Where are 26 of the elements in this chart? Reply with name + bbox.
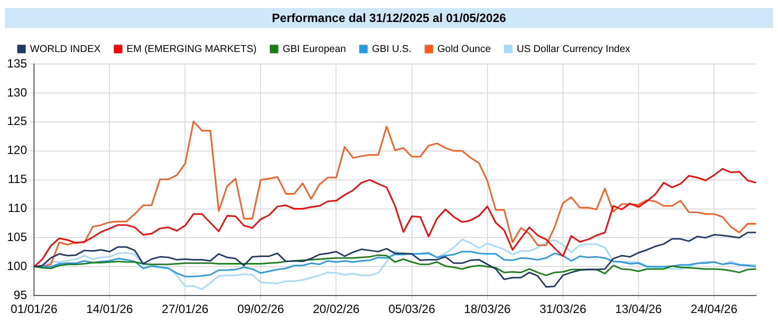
legend-label: GBI U.S. — [372, 44, 412, 55]
y-tick-label: 110 — [8, 201, 28, 216]
x-tick-label: 31/03/26 — [540, 302, 587, 316]
y-tick-label: 100 — [6, 258, 28, 273]
x-tick-label: 24/04/26 — [690, 302, 738, 316]
y-tick-label: 135 — [6, 56, 28, 70]
x-tick-label: 13/04/26 — [615, 302, 662, 316]
y-tick-label: 115 — [8, 172, 28, 186]
x-tick-label: 01/01/26 — [10, 302, 58, 316]
x-tick-label: 09/02/26 — [237, 302, 284, 316]
legend-label: WORLD INDEX — [30, 44, 101, 55]
y-tick-label: 105 — [6, 230, 28, 244]
x-tick-label: 05/03/26 — [388, 302, 436, 316]
legend-label: US Dollar Currency Index — [516, 44, 630, 55]
legend-label: EM (EMERGING MARKETS) — [126, 44, 257, 55]
x-tick-label: 18/03/26 — [464, 302, 512, 316]
legend-label: GBI European — [282, 44, 346, 55]
x-tick-label: 20/02/26 — [312, 302, 360, 316]
y-tick-label: 130 — [6, 85, 28, 100]
legend-label: Gold Ounce — [437, 44, 492, 55]
y-tick-label: 95 — [14, 288, 28, 302]
x-tick-label: 14/01/26 — [86, 302, 134, 316]
chart-title: Performance dal 31/12/2025 al 01/05/2026 — [5, 8, 773, 28]
y-tick-label: 120 — [6, 143, 28, 158]
x-tick-label: 27/01/26 — [162, 302, 209, 316]
y-tick-label: 125 — [6, 114, 28, 128]
